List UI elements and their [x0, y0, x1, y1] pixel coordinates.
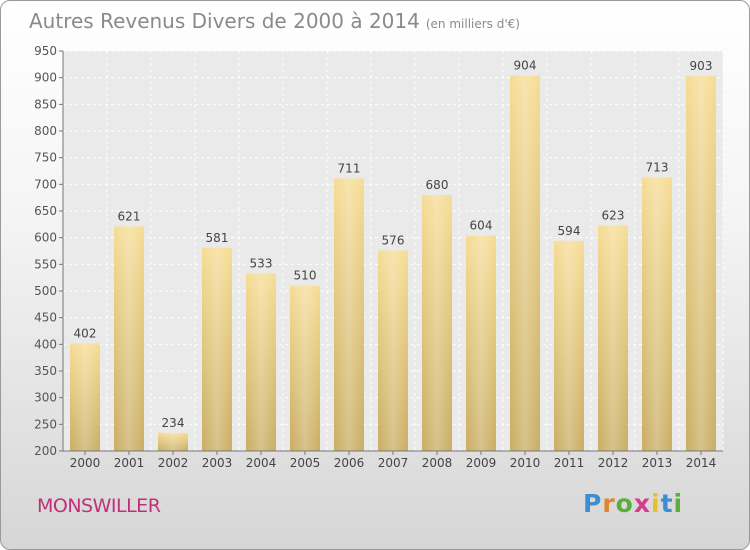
y-tick-label: 350 — [34, 364, 57, 378]
x-tick-label: 2004 — [246, 456, 277, 470]
data-label: 234 — [162, 416, 185, 430]
proxiti-logo[interactable]: Proxiti — [583, 489, 684, 518]
bar-highlight — [246, 273, 276, 451]
bar-highlight — [70, 343, 100, 451]
data-label: 594 — [558, 224, 581, 238]
x-tick-label: 2000 — [70, 456, 101, 470]
data-label: 711 — [338, 161, 361, 175]
y-tick-label: 850 — [34, 97, 57, 111]
y-tick-label: 300 — [34, 391, 57, 405]
y-tick-label: 700 — [34, 177, 57, 191]
x-tick-label: 2011 — [554, 456, 585, 470]
data-label: 680 — [426, 178, 449, 192]
y-tick-label: 950 — [34, 44, 57, 58]
y-tick-label: 900 — [34, 71, 57, 85]
bar-highlight — [334, 178, 364, 451]
bar-highlight — [598, 225, 628, 451]
bar-highlight — [466, 235, 496, 451]
y-tick-label: 600 — [34, 231, 57, 245]
x-tick-label: 2002 — [158, 456, 189, 470]
data-label: 510 — [294, 269, 317, 283]
y-tick-label: 750 — [34, 151, 57, 165]
data-label: 402 — [74, 326, 97, 340]
data-label: 623 — [602, 208, 625, 222]
y-tick-label: 500 — [34, 284, 57, 298]
x-tick-label: 2014 — [686, 456, 717, 470]
bar-highlight — [554, 240, 584, 451]
data-label: 904 — [514, 59, 537, 73]
y-tick-label: 550 — [34, 257, 57, 271]
x-tick-label: 2003 — [202, 456, 233, 470]
chart-title: Autres Revenus Divers de 2000 à 2014 (en … — [29, 9, 520, 33]
data-label: 581 — [206, 231, 229, 245]
x-tick-label: 2005 — [290, 456, 321, 470]
bar-highlight — [158, 432, 188, 451]
x-tick-label: 2010 — [510, 456, 541, 470]
bar-highlight — [202, 247, 232, 451]
y-tick-label: 450 — [34, 311, 57, 325]
chart-title-text: Autres Revenus Divers de 2000 à 2014 — [29, 9, 420, 33]
x-tick-label: 2013 — [642, 456, 673, 470]
location-name: MONSWILLER — [37, 495, 161, 517]
bar-highlight — [642, 177, 672, 451]
data-label: 533 — [250, 256, 273, 270]
bar-highlight — [290, 285, 320, 451]
x-tick-label: 2001 — [114, 456, 145, 470]
chart-unit-label: (en milliers d'€) — [425, 17, 520, 31]
bar-highlight — [114, 226, 144, 451]
x-tick-label: 2006 — [334, 456, 365, 470]
bar-highlight — [378, 250, 408, 451]
y-tick-label: 650 — [34, 204, 57, 218]
data-label: 713 — [646, 160, 669, 174]
y-tick-label: 800 — [34, 124, 57, 138]
y-tick-label: 200 — [34, 444, 57, 458]
data-label: 576 — [382, 233, 405, 247]
bar-highlight — [510, 75, 540, 452]
y-tick-label: 400 — [34, 337, 57, 351]
y-tick-label: 250 — [34, 417, 57, 431]
data-label: 604 — [470, 219, 493, 233]
x-tick-label: 2009 — [466, 456, 497, 470]
x-tick-label: 2008 — [422, 456, 453, 470]
bar-highlight — [422, 195, 452, 451]
data-label: 903 — [690, 59, 713, 73]
data-label: 621 — [118, 209, 141, 223]
x-tick-label: 2012 — [598, 456, 629, 470]
bar-highlight — [686, 76, 716, 452]
x-tick-label: 2007 — [378, 456, 409, 470]
